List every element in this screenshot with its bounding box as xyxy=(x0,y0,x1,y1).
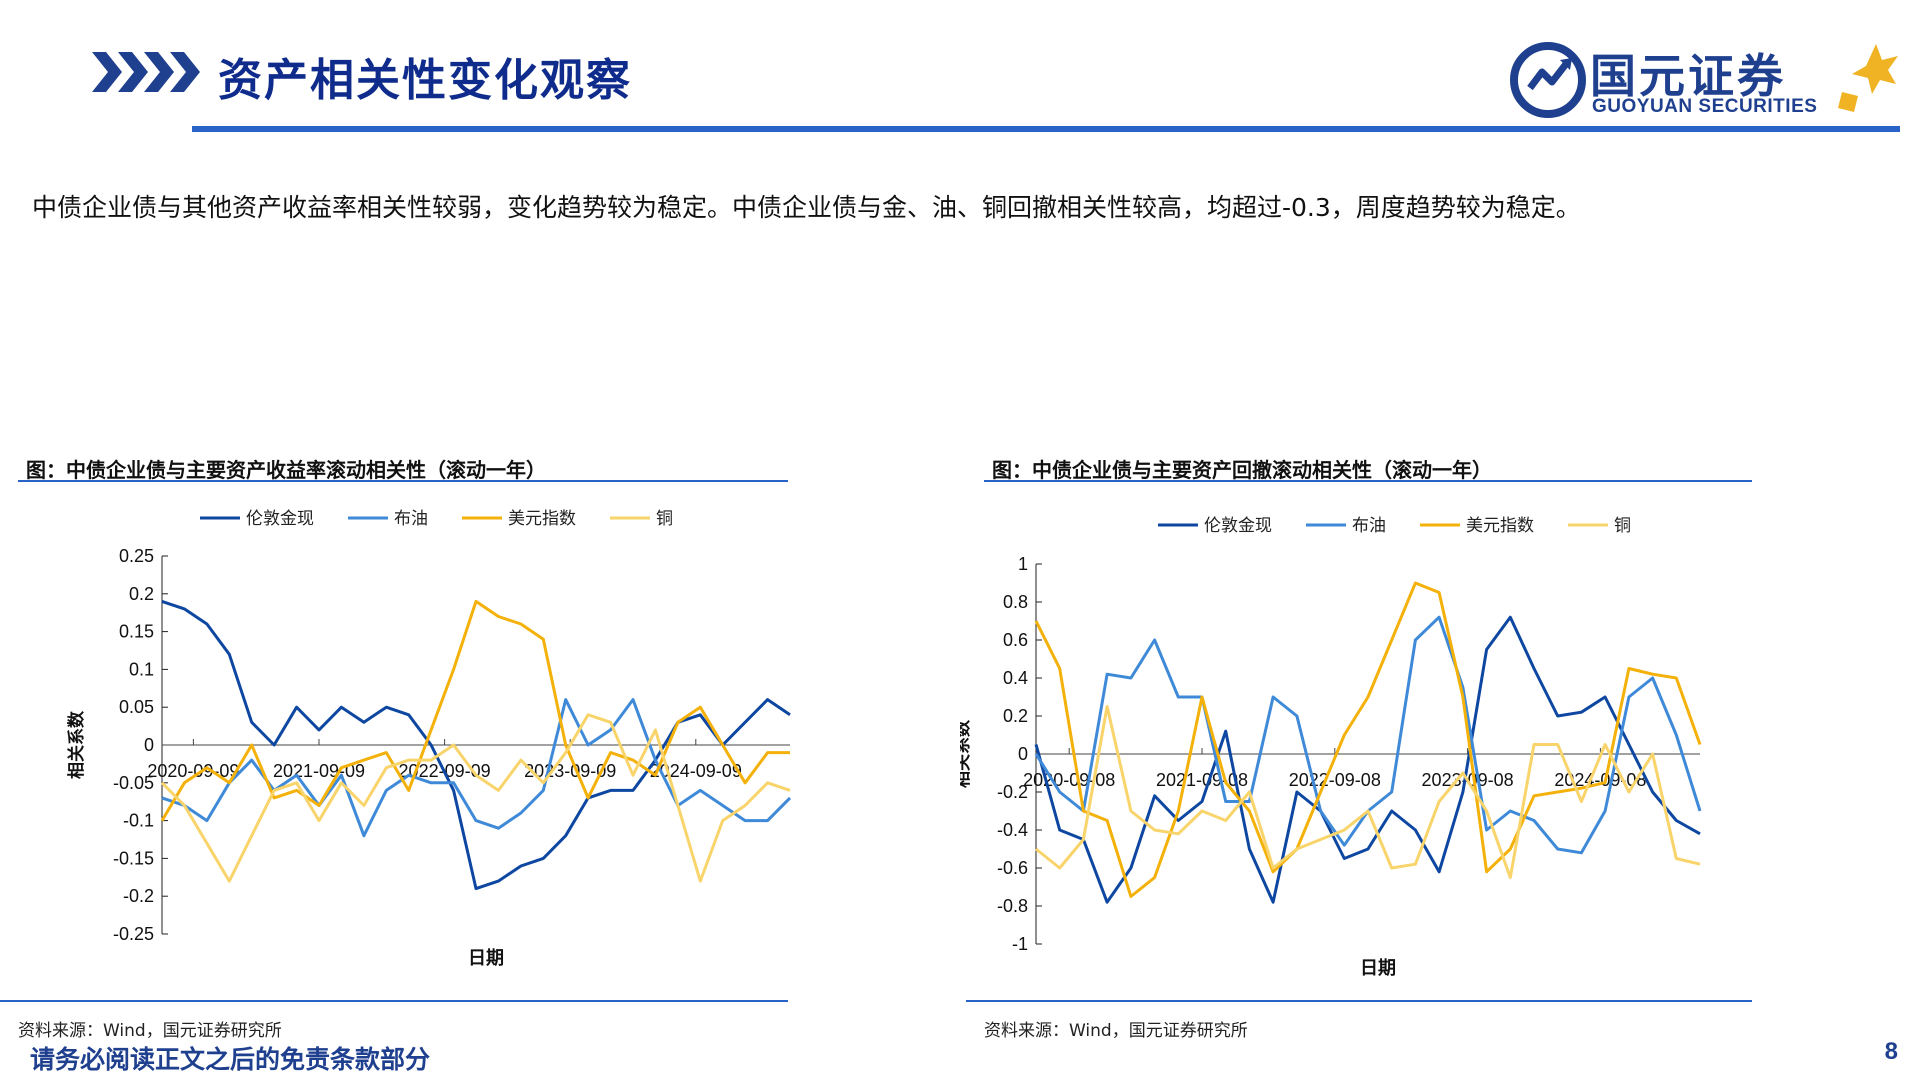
series-line xyxy=(160,599,790,822)
series-line xyxy=(160,713,791,883)
y-tick-label: 0.6 xyxy=(1003,630,1028,650)
y-tick-label: 0 xyxy=(144,735,154,755)
y-tick-label: -0.25 xyxy=(113,924,154,944)
chart-2-drawdown-correlation: 伦敦金现 布油 美元指数 铜 1 0.8 0.6 0.4 0.2 0 -0.2 -0.4 -0.6 -0.… xyxy=(960,516,1702,979)
y-tick-label: 0.8 xyxy=(1003,592,1028,612)
chart-2-title-rule xyxy=(984,480,1752,482)
x-axis-label: 日期 xyxy=(468,948,504,969)
y-tick-label: 0 xyxy=(1018,744,1028,764)
series-line xyxy=(1034,615,1702,855)
legend-label: 铜 xyxy=(1614,516,1631,536)
logo-chinese-name: 国元证券 xyxy=(1590,49,1786,103)
summary-text: 中债企业债与其他资产收益率相关性较弱，变化趋势较为稳定。中债企业债与金、油、铜回… xyxy=(32,193,1581,222)
y-tick-label: -0.2 xyxy=(997,782,1028,802)
page-number: 8 xyxy=(1884,1038,1898,1065)
x-tick-label: 2020-09-09 xyxy=(147,761,239,781)
chart-1-title: 图：中债企业债与主要资产收益率滚动相关性（滚动一年） xyxy=(26,458,546,482)
y-tick-label: -0.6 xyxy=(997,858,1028,878)
legend-label: 伦敦金现 xyxy=(246,509,314,529)
y-tick-label: -0.15 xyxy=(113,848,154,868)
series-line xyxy=(1035,705,1701,879)
chart-2-bottom-rule xyxy=(966,1000,1752,1002)
logo-english-name: GUOYUAN SECURITIES xyxy=(1592,96,1818,117)
x-tick-label: 2020-09-08 xyxy=(1023,770,1115,790)
x-tick-label: 2024-09-09 xyxy=(650,761,742,781)
legend-label: 伦敦金现 xyxy=(1204,516,1272,536)
logo-star-icon xyxy=(1838,44,1898,112)
y-tick-label: -1 xyxy=(1012,934,1028,954)
chart-2-title: 图：中债企业债与主要资产回撤滚动相关性（滚动一年） xyxy=(992,458,1492,482)
guoyuan-logo-icon xyxy=(1510,42,1586,118)
series-line xyxy=(161,599,791,891)
legend-label: 布油 xyxy=(1352,516,1386,536)
brand-logo: 国元证券 GUOYUAN SECURITIES xyxy=(1510,38,1898,128)
legend-label: 布油 xyxy=(394,509,428,529)
y-tick-label: 0.05 xyxy=(119,697,154,717)
chart-1-title-rule xyxy=(18,480,788,482)
disclaimer: 请务必阅读正文之后的免责条款部分 xyxy=(30,1045,431,1074)
y-tick-label: -0.05 xyxy=(113,773,154,793)
y-tick-label: 0.15 xyxy=(119,622,154,642)
y-tick-label: 0.1 xyxy=(129,659,154,679)
chart-1-bottom-rule xyxy=(0,1000,788,1002)
y-tick-label: 0.4 xyxy=(1003,668,1028,688)
chart-1-source: 资料来源：Wind，国元证券研究所 xyxy=(18,1021,282,1041)
page-title: 资产相关性变化观察 xyxy=(218,55,632,106)
chart-2-source: 资料来源：Wind，国元证券研究所 xyxy=(984,1021,1248,1041)
series-line xyxy=(1034,615,1701,904)
x-axis-label: 日期 xyxy=(1360,958,1396,979)
y-tick-label: -0.2 xyxy=(123,886,154,906)
y-axis-label: 相关系数 xyxy=(960,719,973,788)
x-tick-label: 2022-09-08 xyxy=(1289,770,1381,790)
legend-label: 美元指数 xyxy=(1466,516,1534,536)
chart-1-legend: 伦敦金现 布油 美元指数 铜 xyxy=(200,509,673,529)
y-axis-label: 相关系数 xyxy=(66,710,87,779)
chart-1-return-correlation: 伦敦金现 布油 美元指数 铜 0.25 0.2 0.15 0.1 0.05 0 -0.05 -0.1 -… xyxy=(66,509,792,969)
title-divider xyxy=(192,126,1900,132)
y-tick-label: 0.2 xyxy=(129,584,154,604)
y-tick-label: -0.4 xyxy=(997,820,1028,840)
legend-label: 美元指数 xyxy=(508,509,576,529)
x-tick-label: 2024-09-08 xyxy=(1554,770,1646,790)
y-tick-label: -0.1 xyxy=(123,811,154,831)
y-tick-label: -0.8 xyxy=(997,896,1028,916)
y-tick-label: 1 xyxy=(1018,554,1028,574)
title-chevron-icon xyxy=(92,52,200,92)
y-tick-label: 0.25 xyxy=(119,546,154,566)
chart-2-legend: 伦敦金现 布油 美元指数 铜 xyxy=(1158,516,1631,536)
y-tick-label: 0.2 xyxy=(1003,706,1028,726)
legend-label: 铜 xyxy=(656,509,673,529)
